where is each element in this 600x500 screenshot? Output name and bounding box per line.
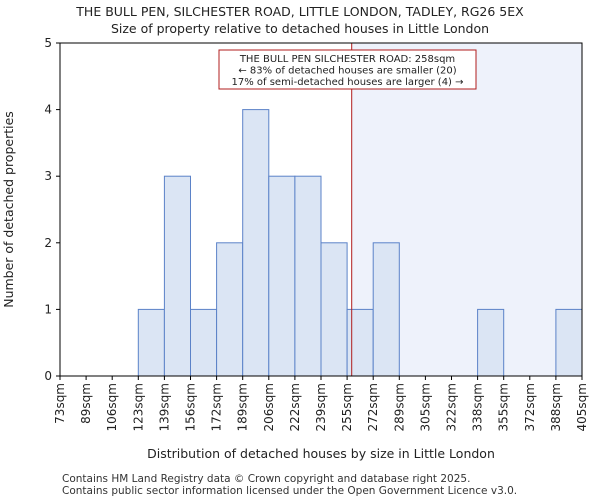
y-tick-label: 5 xyxy=(44,36,52,50)
x-tick-label: 89sqm xyxy=(79,383,93,424)
y-tick-label: 0 xyxy=(44,369,52,383)
annotation-box xyxy=(218,49,477,90)
x-tick-label: 272sqm xyxy=(366,383,380,431)
x-tick-label: 355sqm xyxy=(497,383,511,431)
x-tick-label: 305sqm xyxy=(418,383,432,431)
y-tick-label: 4 xyxy=(44,103,52,117)
histogram-bar xyxy=(190,308,218,377)
footer-copyright: Contains HM Land Registry data © Crown c… xyxy=(62,473,471,485)
histogram-bar xyxy=(555,308,583,377)
x-tick-label: 106sqm xyxy=(105,383,119,431)
histogram-bar xyxy=(163,175,191,377)
x-tick-label: 372sqm xyxy=(523,383,537,431)
x-tick-label: 255sqm xyxy=(340,383,354,431)
histogram-bar xyxy=(216,242,244,377)
x-tick-label: 156sqm xyxy=(184,383,198,431)
chart-subtitle: Size of property relative to detached ho… xyxy=(110,21,490,36)
histogram-bar xyxy=(346,308,374,377)
footer-licence: Contains public sector information licen… xyxy=(62,485,518,497)
annotation-line: 17% of semi-detached houses are larger (… xyxy=(231,77,463,88)
histogram-bar xyxy=(320,242,348,377)
x-tick-label: 388sqm xyxy=(549,383,563,431)
x-tick-label: 189sqm xyxy=(236,383,250,431)
histogram-bar xyxy=(268,175,296,377)
histogram-bar xyxy=(477,308,505,377)
x-tick-label: 73sqm xyxy=(53,383,67,424)
annotation-line: THE BULL PEN SILCHESTER ROAD: 258sqm xyxy=(239,54,455,65)
x-tick-label: 139sqm xyxy=(157,383,171,431)
x-tick-label: 206sqm xyxy=(262,383,276,431)
x-tick-label: 123sqm xyxy=(131,383,145,431)
x-tick-label: 322sqm xyxy=(445,383,459,431)
x-tick-label: 239sqm xyxy=(314,383,328,431)
x-tick-label: 338sqm xyxy=(471,383,485,431)
x-tick-label: 405sqm xyxy=(575,383,589,431)
x-axis-label: Distribution of detached houses by size … xyxy=(147,446,495,461)
histogram-bar xyxy=(242,109,270,377)
histogram-bar xyxy=(137,308,165,377)
x-tick-label: 289sqm xyxy=(392,383,406,431)
histogram-bar xyxy=(372,242,400,377)
y-tick-label: 3 xyxy=(44,169,52,183)
y-axis-label: Number of detached properties xyxy=(1,111,16,308)
y-tick-label: 2 xyxy=(44,236,52,250)
histogram-bar xyxy=(294,175,322,377)
y-tick-label: 1 xyxy=(44,302,52,316)
annotation-line: ← 83% of detached houses are smaller (20… xyxy=(238,66,456,77)
x-tick-label: 172sqm xyxy=(210,383,224,431)
chart-title: THE BULL PEN, SILCHESTER ROAD, LITTLE LO… xyxy=(76,4,524,19)
x-tick-label: 222sqm xyxy=(288,383,302,431)
